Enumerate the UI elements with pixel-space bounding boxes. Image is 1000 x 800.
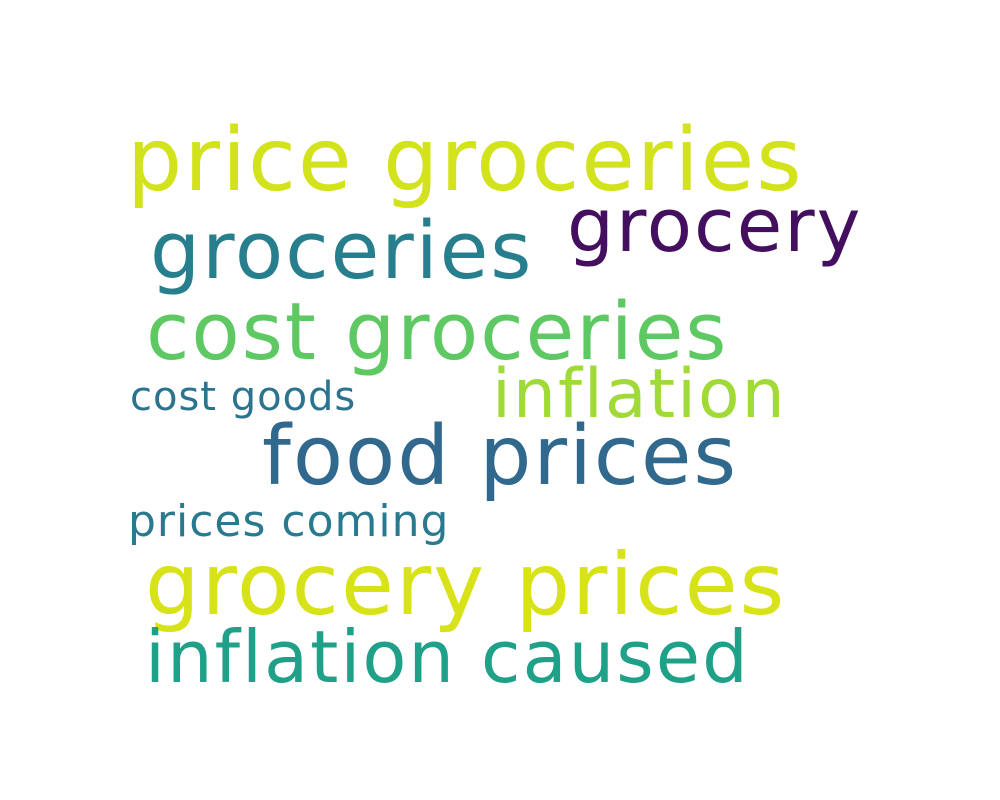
word-cost-goods: cost goods (130, 374, 357, 420)
word-cost-groceries: cost groceries (146, 286, 729, 378)
word-grocery: grocery (567, 183, 863, 269)
word-food-prices: food prices (262, 409, 739, 504)
word-price-groceries: price groceries (127, 109, 804, 211)
word-grocery-prices: grocery prices (145, 535, 787, 635)
word-groceries: groceries (150, 205, 534, 297)
word-inflation-caused: inflation caused (145, 615, 750, 699)
word-inflation: inflation (492, 355, 787, 434)
word-prices-coming: prices coming (128, 496, 450, 547)
